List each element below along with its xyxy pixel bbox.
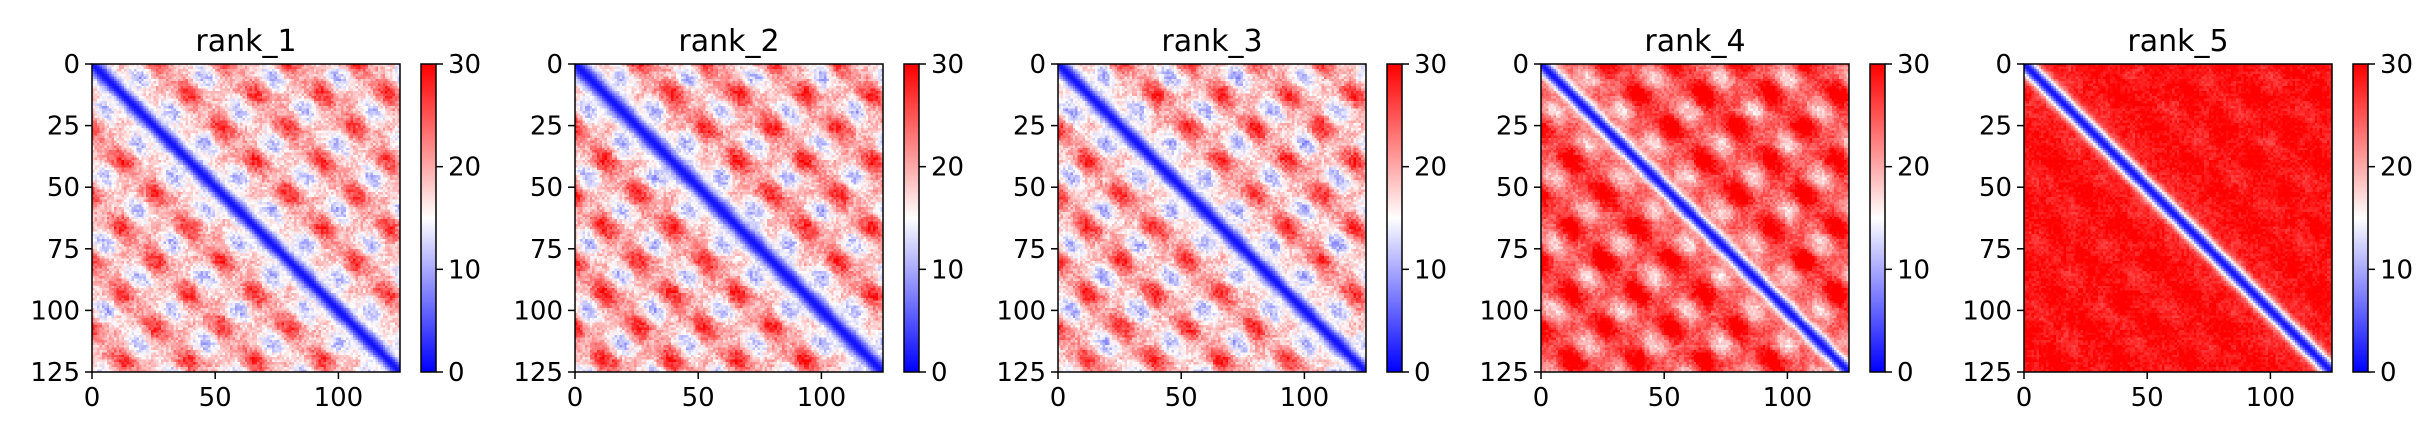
colorbar-tick-label: 20 — [2380, 153, 2413, 183]
colorbar-tick-label: 10 — [1414, 255, 1447, 285]
y-tick-label: 125 — [513, 358, 563, 388]
colorbar-tick-label: 20 — [1897, 153, 1930, 183]
colorbar-frame — [420, 63, 437, 373]
colorbar-tick-label: 10 — [931, 255, 964, 285]
y-tick-label: 75 — [1496, 235, 1529, 265]
colorbar-tick-label: 20 — [1414, 153, 1447, 183]
y-tick-label: 75 — [1979, 235, 2012, 265]
x-tick-label: 0 — [567, 383, 584, 413]
y-tick-label: 75 — [47, 235, 80, 265]
heatmap-image — [1058, 64, 1366, 372]
x-tick-label: 0 — [84, 383, 101, 413]
y-tick-label: 100 — [996, 296, 1046, 326]
colorbar-frame — [1869, 63, 1886, 373]
colorbar-tick-label: 0 — [1897, 358, 1914, 388]
heatmap-image — [1541, 64, 1849, 372]
colorbar-tick-label: 30 — [1897, 50, 1930, 80]
y-tick-label: 25 — [1013, 112, 1046, 142]
panel-title: rank_1 — [195, 24, 296, 59]
y-tick-label: 75 — [530, 235, 563, 265]
colorbar — [1387, 64, 1402, 372]
x-tick-label: 0 — [1533, 383, 1550, 413]
colorbar-tick-label: 0 — [2380, 358, 2397, 388]
y-tick-label: 100 — [30, 296, 80, 326]
x-tick-label: 50 — [682, 383, 715, 413]
x-tick-label: 50 — [1648, 383, 1681, 413]
colorbar-tick-label: 0 — [448, 358, 465, 388]
colorbar — [2353, 64, 2368, 372]
heatmap-frame — [2023, 63, 2333, 373]
heatmap-frame — [574, 63, 884, 373]
y-tick-label: 25 — [530, 112, 563, 142]
y-tick-label: 0 — [546, 50, 563, 80]
panel-title: rank_5 — [2127, 24, 2228, 59]
y-tick-label: 0 — [1029, 50, 1046, 80]
colorbar-tick-label: 10 — [1897, 255, 1930, 285]
x-tick-label: 50 — [2131, 383, 2164, 413]
colorbar-tick-label: 20 — [448, 153, 481, 183]
x-tick-label: 100 — [1280, 383, 1330, 413]
colorbar — [1870, 64, 1885, 372]
heatmap-frame — [91, 63, 401, 373]
x-tick-label: 0 — [1050, 383, 1067, 413]
colorbar-tick-label: 0 — [1414, 358, 1431, 388]
heatmap-image — [575, 64, 883, 372]
x-tick-label: 100 — [2246, 383, 2296, 413]
colorbar-frame — [2352, 63, 2369, 373]
colorbar-tick-label: 0 — [931, 358, 948, 388]
x-tick-label: 50 — [1165, 383, 1198, 413]
y-tick-label: 0 — [1995, 50, 2012, 80]
y-tick-label: 0 — [63, 50, 80, 80]
y-tick-label: 50 — [1496, 173, 1529, 203]
y-tick-label: 50 — [1979, 173, 2012, 203]
heatmap-frame — [1540, 63, 1850, 373]
y-tick-label: 75 — [1013, 235, 1046, 265]
x-tick-label: 100 — [1763, 383, 1813, 413]
panel-title: rank_3 — [1161, 24, 1262, 59]
y-tick-label: 125 — [30, 358, 80, 388]
x-tick-label: 100 — [797, 383, 847, 413]
y-tick-label: 25 — [1496, 112, 1529, 142]
y-tick-label: 125 — [996, 358, 1046, 388]
y-tick-label: 25 — [47, 112, 80, 142]
x-tick-label: 0 — [2016, 383, 2033, 413]
heatmap-image — [2024, 64, 2332, 372]
colorbar-tick-label: 10 — [448, 255, 481, 285]
y-tick-label: 50 — [1013, 173, 1046, 203]
colorbar-tick-label: 30 — [931, 50, 964, 80]
colorbar — [421, 64, 436, 372]
colorbar-frame — [903, 63, 920, 373]
y-tick-label: 125 — [1962, 358, 2012, 388]
panel-title: rank_4 — [1644, 24, 1745, 59]
x-tick-label: 100 — [314, 383, 364, 413]
colorbar-tick-label: 30 — [1414, 50, 1447, 80]
heatmap-image — [92, 64, 400, 372]
y-tick-label: 125 — [1479, 358, 1529, 388]
y-tick-label: 100 — [1962, 296, 2012, 326]
y-tick-label: 25 — [1979, 112, 2012, 142]
y-tick-label: 100 — [513, 296, 563, 326]
colorbar-tick-label: 10 — [2380, 255, 2413, 285]
y-tick-label: 0 — [1512, 50, 1529, 80]
colorbar-tick-label: 30 — [2380, 50, 2413, 80]
colorbar-tick-label: 20 — [931, 153, 964, 183]
colorbar-frame — [1386, 63, 1403, 373]
panel-title: rank_2 — [678, 24, 779, 59]
heatmap-frame — [1057, 63, 1367, 373]
y-tick-label: 50 — [47, 173, 80, 203]
x-tick-label: 50 — [199, 383, 232, 413]
colorbar-tick-label: 30 — [448, 50, 481, 80]
y-tick-label: 50 — [530, 173, 563, 203]
y-tick-label: 100 — [1479, 296, 1529, 326]
colorbar — [904, 64, 919, 372]
